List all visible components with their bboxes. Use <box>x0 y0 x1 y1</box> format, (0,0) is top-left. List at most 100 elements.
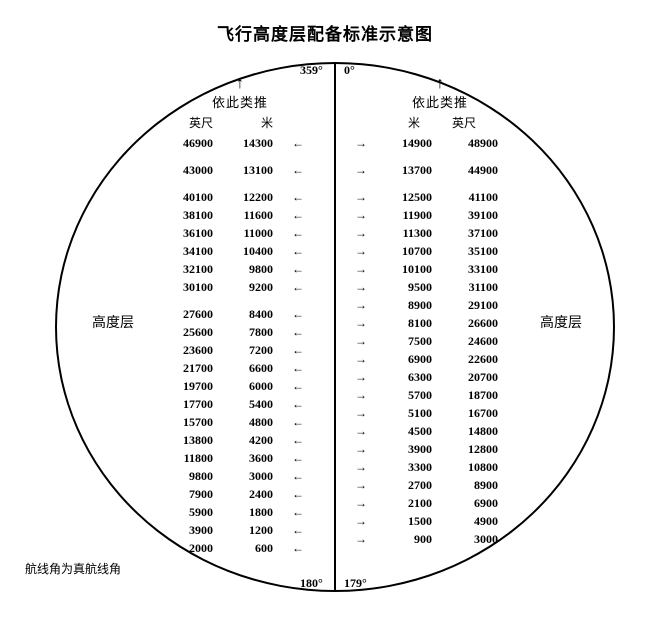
cell-m: 11000 <box>223 224 273 242</box>
arrow-right-icon: → <box>346 422 376 440</box>
cell-ft: 4900 <box>442 512 498 530</box>
arrow-right-icon: → <box>346 314 376 332</box>
arrow-left-icon: ← <box>283 539 313 557</box>
arrow-left-icon: ← <box>283 305 313 323</box>
cell-m: 10700 <box>382 242 432 260</box>
cell-m: 1200 <box>223 521 273 539</box>
cell-ft: 32100 <box>145 260 213 278</box>
arrow-right-icon: → <box>346 242 376 260</box>
cell-m: 1800 <box>223 503 273 521</box>
side-label-left: 高度层 <box>92 312 134 332</box>
table-row: 236007200← <box>145 341 335 359</box>
left-rows: 4690014300←4300013100←4010012200←3810011… <box>145 134 335 557</box>
cell-ft: 8900 <box>442 476 498 494</box>
arrow-left-icon: ← <box>283 413 313 431</box>
degree-top-right: 0° <box>344 63 355 78</box>
table-row: 321009800← <box>145 260 335 278</box>
side-label-right: 高度层 <box>540 312 582 332</box>
cell-m: 6000 <box>223 377 273 395</box>
cell-ft: 22600 <box>442 350 498 368</box>
cell-ft: 10800 <box>442 458 498 476</box>
cell-m: 8100 <box>382 314 432 332</box>
arrow-right-icon: → <box>346 296 376 314</box>
cell-m: 8400 <box>223 305 273 323</box>
arrow-left-icon: ← <box>283 161 313 179</box>
table-row: →1010033100 <box>340 260 540 278</box>
table-row: 197006000← <box>145 377 335 395</box>
table-row: 256007800← <box>145 323 335 341</box>
table-row: →750024600 <box>340 332 540 350</box>
cell-ft: 35100 <box>442 242 498 260</box>
cell-ft: 33100 <box>442 260 498 278</box>
right-header-m: 米 <box>340 114 420 131</box>
table-row: 118003600← <box>145 449 335 467</box>
cell-m: 7200 <box>223 341 273 359</box>
cell-ft: 48900 <box>442 134 498 152</box>
arrow-right-icon: → <box>346 530 376 548</box>
left-header: 英尺 米 <box>145 114 335 131</box>
table-row: →21006900 <box>340 494 540 512</box>
cell-ft: 38100 <box>145 206 213 224</box>
cell-m: 4800 <box>223 413 273 431</box>
cell-ft: 11800 <box>145 449 213 467</box>
arrow-left-icon: ← <box>283 260 313 278</box>
table-row: →15004900 <box>340 512 540 530</box>
table-row: →1490048900 <box>340 134 540 152</box>
arrow-right-icon: → <box>346 476 376 494</box>
cell-m: 2400 <box>223 485 273 503</box>
arrow-left-icon: ← <box>283 359 313 377</box>
cell-m: 12200 <box>223 188 273 206</box>
cell-ft: 20700 <box>442 368 498 386</box>
table-row: 3900 1200 ← <box>145 521 335 539</box>
cell-ft: 3900 <box>145 521 213 539</box>
arrow-left-icon: ← <box>283 395 313 413</box>
table-row: 177005400← <box>145 395 335 413</box>
arrow-left-icon: ← <box>283 188 313 206</box>
arrow-left-icon: ← <box>283 521 313 539</box>
left-column: ↑ 依此类推 英尺 米 4690014300←4300013100←401001… <box>145 78 335 557</box>
cell-ft: 37100 <box>442 224 498 242</box>
table-row: →27008900 <box>340 476 540 494</box>
arrow-left-icon: ← <box>283 206 313 224</box>
cell-m: 5100 <box>382 404 432 422</box>
table-row: → 900 3000 <box>340 530 540 548</box>
footer-label: 航线角为真航线角 <box>25 560 121 577</box>
cell-ft: 5900 <box>145 503 213 521</box>
cell-m: 13700 <box>382 161 432 179</box>
cell-m: 1500 <box>382 512 432 530</box>
arrow-right-icon: → <box>346 260 376 278</box>
table-row: 4300013100← <box>145 161 335 179</box>
table-row: 276008400← <box>145 305 335 323</box>
arrow-left-icon: ← <box>283 224 313 242</box>
cell-ft: 21700 <box>145 359 213 377</box>
table-row: →390012800 <box>340 440 540 458</box>
right-header-ft: 英尺 <box>420 114 476 131</box>
arrow-left-icon: ← <box>283 323 313 341</box>
cell-m: 10400 <box>223 242 273 260</box>
cell-m: 9500 <box>382 278 432 296</box>
table-row: 301009200← <box>145 278 335 296</box>
cell-m: 13100 <box>223 161 273 179</box>
cell-ft: 29100 <box>442 296 498 314</box>
cell-m: 8900 <box>382 296 432 314</box>
page-title: 飞行高度层配备标准示意图 <box>0 20 650 45</box>
degree-top-left: 359° <box>300 63 323 78</box>
table-row: →1130037100 <box>340 224 540 242</box>
table-row: →690022600 <box>340 350 540 368</box>
cell-ft: 3000 <box>442 530 498 548</box>
arrow-left-icon: ← <box>283 503 313 521</box>
cell-m: 900 <box>382 530 432 548</box>
arrow-left-icon: ← <box>283 341 313 359</box>
arrow-right-icon: → <box>346 350 376 368</box>
table-row: 2000600← <box>145 539 335 557</box>
table-row: 40100 12200 ← <box>145 188 335 206</box>
degree-bottom-left: 180° <box>300 576 323 591</box>
arrow-left-icon: ← <box>283 467 313 485</box>
cell-ft: 25600 <box>145 323 213 341</box>
cell-ft: 16700 <box>442 404 498 422</box>
cell-ft: 44900 <box>442 161 498 179</box>
cell-m: 14300 <box>223 134 273 152</box>
table-row: 3810011600← <box>145 206 335 224</box>
cell-ft: 40100 <box>145 188 213 206</box>
up-arrow-icon: ↑ <box>145 78 335 90</box>
